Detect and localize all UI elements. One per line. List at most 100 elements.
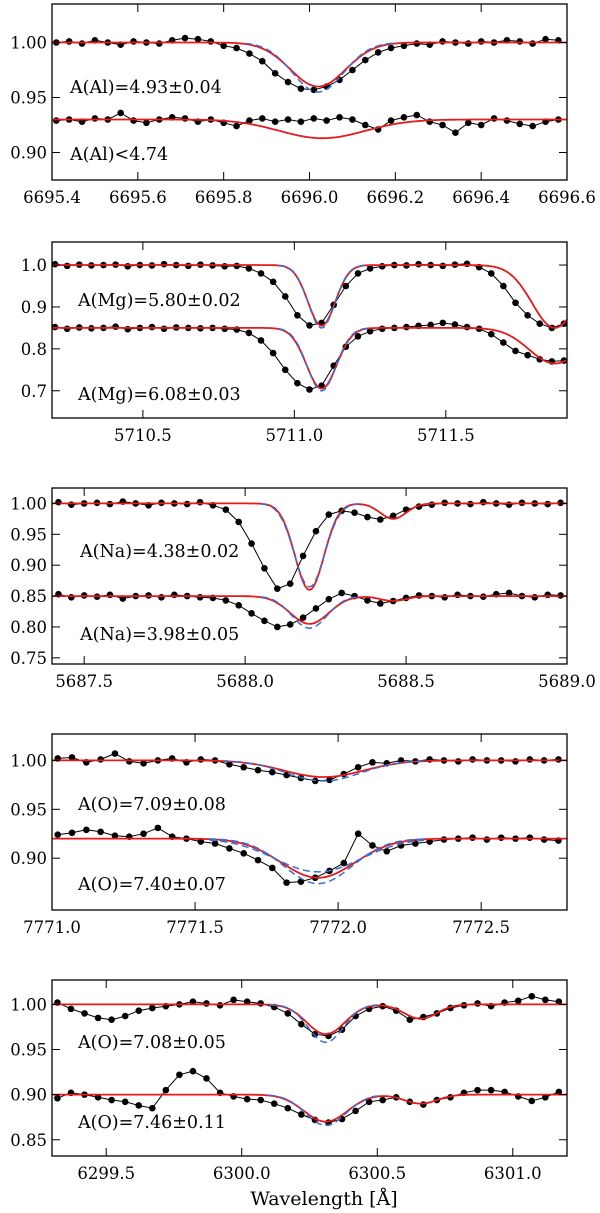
observed-point <box>536 320 544 328</box>
observed-point <box>452 129 459 136</box>
observed-point <box>94 1094 102 1101</box>
observed-point <box>258 57 266 65</box>
x-tick-label: 5688.5 <box>377 672 435 691</box>
observed-point <box>483 836 491 843</box>
observed-point <box>284 78 292 86</box>
fit-curve <box>52 595 567 625</box>
observed-point <box>439 319 447 327</box>
observed-point <box>257 270 265 277</box>
observed-point <box>283 771 290 779</box>
observed-point <box>323 117 330 124</box>
observed-point <box>197 756 205 763</box>
observed-point <box>469 834 476 841</box>
observed-point <box>269 349 277 357</box>
observed-line <box>54 322 565 391</box>
y-tick-label: 1.0 <box>21 256 47 275</box>
observed-point <box>326 776 333 784</box>
observed-point <box>271 70 279 77</box>
y-tick-label: 0.90 <box>10 556 47 575</box>
observed-point <box>297 118 305 125</box>
observed-point <box>140 760 147 767</box>
abundance-label: A(Al)<4.74 <box>69 145 168 165</box>
alt-fit-curve <box>261 596 358 629</box>
observed-point <box>117 109 124 117</box>
observed-point <box>379 1096 386 1104</box>
observed-point <box>245 265 253 272</box>
observed-point <box>246 117 253 124</box>
observed-line <box>57 753 559 782</box>
observed-point <box>269 278 277 286</box>
observed-point <box>369 759 376 766</box>
observed-point <box>97 756 104 763</box>
x-tick-label: 5710.5 <box>114 426 172 445</box>
panel-frame <box>51 241 568 419</box>
observed-point <box>298 1020 305 1028</box>
observed-point <box>196 594 204 601</box>
observed-point <box>524 351 531 359</box>
observed-point <box>480 498 487 506</box>
observed-point <box>387 117 395 124</box>
plot-area <box>52 992 567 1127</box>
observed-point <box>366 327 374 335</box>
observed-point <box>299 552 307 560</box>
observed-point <box>261 617 268 625</box>
observed-point <box>464 119 472 127</box>
observed-point <box>254 766 262 774</box>
observed-point <box>297 85 305 92</box>
observed-line <box>57 995 559 1037</box>
observed-point <box>245 329 253 337</box>
y-tick-label: 0.80 <box>10 618 47 637</box>
panel-frame <box>51 487 568 665</box>
observed-point <box>203 1000 210 1007</box>
observed-point <box>531 594 539 601</box>
fit-curve <box>52 41 567 88</box>
x-tick-label: 5687.5 <box>55 672 113 691</box>
observed-point <box>269 864 276 872</box>
observed-point <box>248 540 255 547</box>
x-tick-label: 6300.5 <box>348 1164 406 1183</box>
observed-point <box>310 115 318 122</box>
observed-point <box>354 830 362 838</box>
observed-point <box>235 602 242 609</box>
observed-point <box>377 600 384 607</box>
alt-fit-curve <box>268 1003 378 1044</box>
observed-point <box>294 379 301 387</box>
panel-frame <box>51 733 568 911</box>
observed-point <box>54 1094 61 1102</box>
observed-point <box>52 117 60 124</box>
observed-point <box>524 312 531 319</box>
observed-point <box>298 1111 305 1118</box>
observed-point <box>226 761 233 768</box>
observed-point <box>542 996 549 1004</box>
observed-point <box>78 40 86 47</box>
abundance-label: A(Mg)=5.80±0.02 <box>77 291 241 311</box>
observed-point <box>487 1086 495 1094</box>
observed-point <box>181 34 189 42</box>
observed-point <box>526 756 534 763</box>
fit-curve <box>52 1093 567 1123</box>
observed-point <box>336 114 343 121</box>
x-tick-label: 6301.0 <box>484 1164 542 1183</box>
x-tick-label: 6696.4 <box>452 188 510 207</box>
observed-point <box>222 597 230 604</box>
observed-point <box>503 117 511 124</box>
observed-point <box>254 856 262 864</box>
observed-point <box>81 1010 88 1017</box>
observed-point <box>294 312 301 319</box>
observed-point <box>512 299 519 307</box>
observed-point <box>364 597 371 604</box>
observed-point <box>354 332 362 340</box>
observed-point <box>281 366 289 374</box>
y-tick-label: 0.95 <box>10 1040 47 1059</box>
observed-point <box>469 756 476 763</box>
observed-point <box>528 1097 536 1105</box>
observed-point <box>189 1067 197 1075</box>
observed-point <box>258 115 266 122</box>
observed-point <box>505 501 513 508</box>
observed-point <box>284 116 292 123</box>
y-tick-label: 0.75 <box>10 649 47 668</box>
observed-point <box>389 512 397 520</box>
observed-point <box>121 1012 129 1020</box>
y-tick-label: 0.85 <box>10 1131 47 1150</box>
observed-point <box>111 832 119 839</box>
